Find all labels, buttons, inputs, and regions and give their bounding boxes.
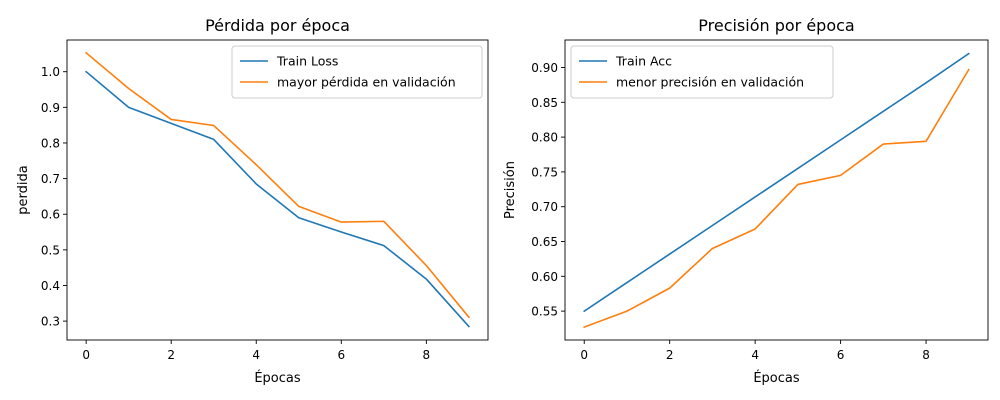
plot-frame xyxy=(66,39,489,341)
legend-label-2: menor precisión en validación xyxy=(616,75,804,90)
y-tick-label: 0.70 xyxy=(531,200,558,214)
chart-panel-2: 0 2 4 6 8 0.55 0.60 0.65 0.70 0.75 0.80 0.85 0.90 Pre… xyxy=(503,16,989,386)
legend-box xyxy=(570,45,834,99)
y-tick-label: 0.60 xyxy=(531,270,558,284)
x-tick-label: 0 xyxy=(82,348,90,362)
x-tick-label: 0 xyxy=(580,348,588,362)
series-line-2 xyxy=(85,51,470,319)
y-tick-label: 0.75 xyxy=(531,165,558,179)
y-axis-label: Precisión xyxy=(503,161,518,219)
x-tick-label: 2 xyxy=(167,348,175,362)
y-tick-label: 0.5 xyxy=(41,243,60,257)
legend-label-2: mayor pérdida en validación xyxy=(277,75,456,90)
y-tick-label: 0.8 xyxy=(41,136,60,150)
y-tick-label: 0.7 xyxy=(41,172,60,186)
legend-label-1: Train Loss xyxy=(276,54,338,69)
x-tick-label: 8 xyxy=(922,348,930,362)
x-tick-label: 6 xyxy=(337,348,345,362)
chart-panel-1: 0 2 4 6 8 0.3 0.4 0.5 0.6 0.7 0.8 0.9 1.0 Pérdida por… xyxy=(16,16,489,386)
y-tick-label: 0.85 xyxy=(531,96,558,110)
series-line-1 xyxy=(583,52,970,313)
plot-frame xyxy=(564,39,989,341)
chart-title: Pérdida por época xyxy=(205,16,350,35)
x-tick-label: 8 xyxy=(423,348,431,362)
y-tick-label: 0.55 xyxy=(531,305,558,319)
y-axis-label: perdida xyxy=(16,165,31,214)
y-tick-label: 0.9 xyxy=(41,101,60,115)
y-tick-label: 0.3 xyxy=(41,315,60,329)
series-line-2 xyxy=(583,68,970,329)
legend-box xyxy=(231,45,483,99)
x-axis-label: Épocas xyxy=(753,370,800,386)
legend-label-1: Train Acc xyxy=(615,54,672,69)
x-tick-label: 6 xyxy=(837,348,845,362)
y-tick-label: 0.80 xyxy=(531,131,558,145)
y-tick-label: 0.90 xyxy=(531,61,558,75)
y-tick-label: 1.0 xyxy=(41,65,60,79)
x-tick-label: 4 xyxy=(252,348,260,362)
x-tick-label: 4 xyxy=(751,348,759,362)
legend: Train Loss mayor pérdida en validación xyxy=(231,45,483,99)
y-tick-label: 0.6 xyxy=(41,208,60,222)
y-tick-label: 0.65 xyxy=(531,235,558,249)
x-tick-label: 2 xyxy=(666,348,674,362)
series-line-1 xyxy=(85,70,470,328)
legend: Train Acc menor precisión en validación xyxy=(570,45,834,99)
chart-title: Precisión por época xyxy=(698,16,854,35)
x-axis-label: Épocas xyxy=(254,370,301,386)
y-tick-label: 0.4 xyxy=(41,279,60,293)
